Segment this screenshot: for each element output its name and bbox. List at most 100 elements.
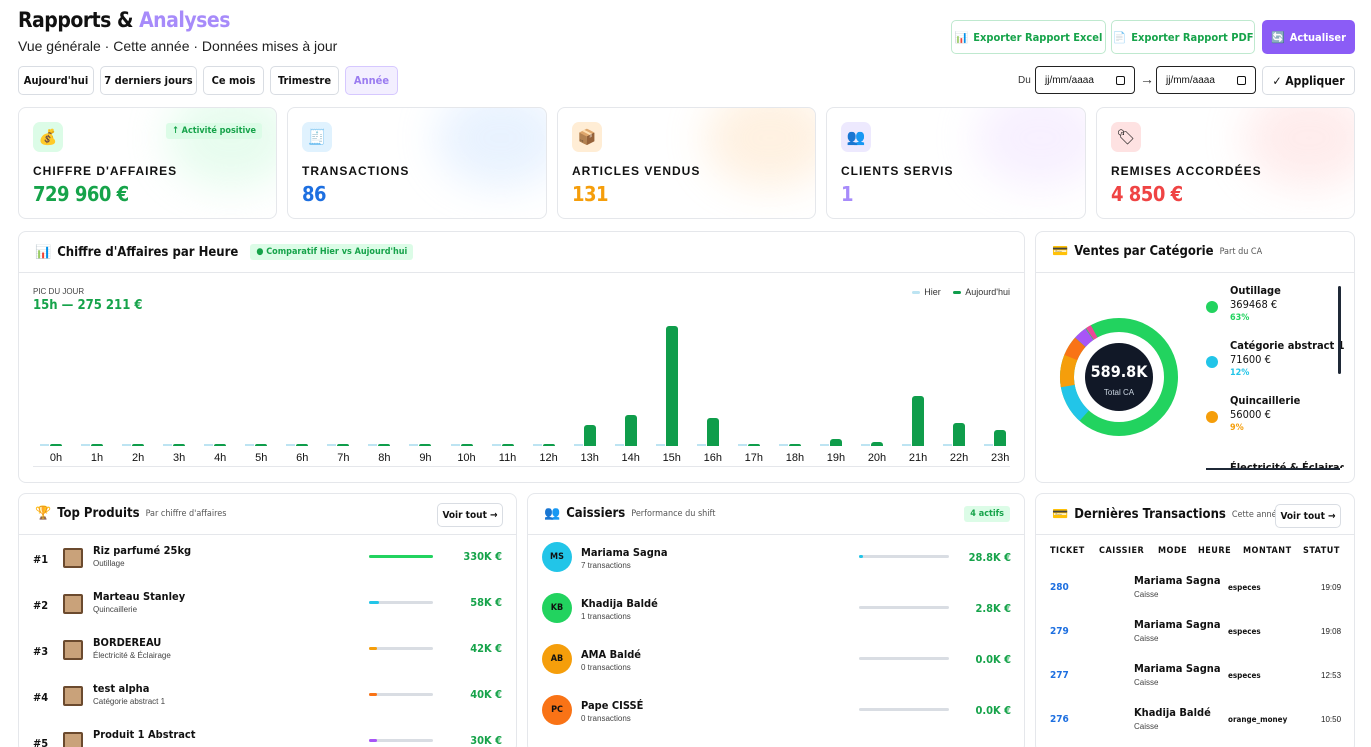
avatar: MS — [542, 542, 572, 572]
bar-hier-17h — [737, 444, 747, 446]
bar-hier-22h — [943, 444, 953, 446]
column-header-heure: HEURE — [1198, 546, 1232, 556]
top-products-title: 🏆 Top Produits Par chiffre d'affaires — [35, 506, 226, 521]
cashier-transactions: 0 transactions — [581, 714, 631, 723]
ticket-number[interactable]: 279 — [1050, 626, 1069, 637]
transaction-cashier: Mariama Sagna — [1134, 574, 1221, 587]
kpi-value: 86 — [302, 182, 327, 206]
date-to-input[interactable]: jj/mm/aaaa — [1156, 66, 1256, 94]
bar-hier-7h — [327, 444, 337, 446]
kpi-value: 4 850 € — [1111, 182, 1183, 206]
filter-today[interactable]: Aujourd'hui — [18, 66, 94, 95]
filter-7-days[interactable]: 7 derniers jours — [100, 66, 197, 95]
x-tick-label: 12h — [539, 452, 558, 464]
hourly-revenue-panel: 📊 Chiffre d'Affaires par Heure ● Compara… — [18, 231, 1025, 483]
donut-center — [1085, 343, 1153, 411]
transaction-role: Caisse — [1134, 678, 1159, 687]
chart-icon: 📊 — [954, 30, 969, 44]
bar-hier-19h — [819, 444, 829, 446]
panel-divider — [1036, 534, 1354, 535]
x-tick-label: 0h — [49, 452, 63, 464]
receipt-icon: 🧾 — [302, 122, 332, 152]
x-tick-label: 10h — [457, 452, 476, 464]
filter-quarter[interactable]: Trimestre — [270, 66, 339, 95]
cashier-transactions: 0 transactions — [581, 663, 631, 672]
credit-card-icon: 💳 — [1052, 507, 1069, 522]
transaction-time: 10:50 — [1321, 715, 1342, 724]
product-rank: #4 — [33, 691, 49, 704]
bar-hier-9h — [409, 444, 419, 446]
bar-today-5h — [255, 444, 268, 446]
column-header-statut: STATUT — [1303, 546, 1340, 556]
transaction-cashier: Khadija Baldé — [1134, 706, 1211, 719]
category-item[interactable]: Électricité & Éclairage — [1206, 449, 1344, 468]
product-row[interactable]: #2 Marteau Stanley Quincaillerie 58K € — [33, 588, 502, 628]
active-cashiers-badge: 4 actifs — [964, 506, 1010, 522]
transaction-cashier: Mariama Sagna — [1134, 662, 1221, 675]
category-h-scrollbar[interactable] — [1206, 468, 1340, 470]
cashiers-title-text: Caissiers — [566, 506, 626, 521]
product-row[interactable]: #1 Riz parfumé 25kg Outillage 330K € — [33, 542, 502, 582]
bar-hier-6h — [286, 444, 296, 446]
apply-button[interactable]: ✓ Appliquer — [1262, 66, 1355, 95]
filter-month[interactable]: Ce mois — [203, 66, 264, 95]
bar-hier-12h — [532, 444, 542, 446]
product-row[interactable]: #4 test alpha Catégorie abstract 1 40K € — [33, 680, 502, 720]
ticket-number[interactable]: 277 — [1050, 670, 1069, 681]
category-item[interactable]: Outillage 369468 € 63% — [1206, 284, 1344, 334]
x-tick-label: 7h — [337, 452, 350, 464]
category-item[interactable]: Quincaillerie 56000 € 9% — [1206, 394, 1344, 444]
top-products-view-all-button[interactable]: Voir tout → — [437, 503, 503, 527]
calendar-icon[interactable] — [1237, 75, 1246, 85]
refresh-button[interactable]: 🔄 Actualiser — [1262, 20, 1355, 54]
product-rank: #1 — [33, 553, 49, 566]
cashier-progress-track — [859, 708, 949, 711]
filter-year[interactable]: Année — [345, 66, 398, 95]
column-header-ticket: TICKET — [1050, 546, 1085, 556]
payment-mode: especes — [1228, 627, 1261, 636]
x-tick-label: 22h — [949, 452, 969, 464]
bar-hier-2h — [122, 444, 132, 446]
payment-mode: especes — [1228, 671, 1261, 680]
export-pdf-button[interactable]: 📄 Exporter Rapport PDF — [1111, 20, 1255, 54]
legend-swatch-hier — [912, 291, 921, 295]
bar-hier-3h — [163, 444, 173, 446]
category-list[interactable]: Outillage 369468 € 63% Catégorie abstract 1… — [1206, 284, 1344, 468]
panel-divider — [1036, 272, 1354, 273]
transactions-view-all-button[interactable]: Voir tout → — [1275, 504, 1341, 528]
export-excel-button[interactable]: 📊 Exporter Rapport Excel — [951, 20, 1106, 54]
avatar: PC — [542, 695, 572, 725]
category-item[interactable]: Catégorie abstract 1 71600 € 12% — [1206, 339, 1344, 389]
hourly-chart-area: 0h 1h 2h 3h 4h 5h 6h 7h 8h 9h 10h 11h 12h 13h 14h 15h 16… — [19, 232, 1024, 482]
bar-today-15h — [665, 326, 678, 446]
ticket-number[interactable]: 280 — [1050, 582, 1069, 593]
page-title-main: Rapports & — [18, 8, 140, 32]
calendar-icon[interactable] — [1116, 75, 1125, 85]
card-glow — [705, 108, 815, 188]
cashier-progress-track — [859, 606, 949, 609]
kpi-card-revenue: 💰 ↑ Activité positive CHIFFRE D'AFFAIRES… — [18, 107, 277, 219]
bar-today-23h — [994, 430, 1007, 446]
category-scrollbar[interactable] — [1338, 286, 1341, 374]
top-products-title-text: Top Produits — [57, 506, 140, 521]
top-products-panel: 🏆 Top Produits Par chiffre d'affaires Vo… — [18, 493, 517, 747]
ticket-number[interactable]: 276 — [1050, 714, 1069, 725]
cashiers-panel: 👥 Caissiers Performance du shift 4 actif… — [527, 493, 1025, 747]
hourly-revenue-title: 📊 Chiffre d'Affaires par Heure ● Compara… — [35, 244, 414, 260]
x-tick-label: 16h — [703, 452, 722, 464]
x-tick-label: 17h — [744, 452, 764, 464]
kpi-label: CLIENTS SERVIS — [841, 164, 954, 178]
product-progress-fill — [369, 647, 377, 650]
legend-swatch-today — [953, 291, 962, 295]
product-row[interactable]: #3 BORDEREAU Électricité & Éclairage 42K € — [33, 634, 502, 674]
column-header-caissier: CAISSIER — [1099, 546, 1145, 556]
card-glow — [166, 108, 276, 188]
product-row[interactable]: #5 Produit 1 Abstract 30K € — [33, 726, 502, 747]
cashier-revenue: 2.8K € — [975, 602, 1011, 615]
product-rank: #3 — [33, 645, 49, 658]
transaction-role: Caisse — [1134, 590, 1159, 599]
chart-baseline — [33, 466, 1010, 467]
date-range-arrow: → — [1140, 71, 1154, 87]
date-from-input[interactable]: jj/mm/aaaa — [1035, 66, 1135, 94]
